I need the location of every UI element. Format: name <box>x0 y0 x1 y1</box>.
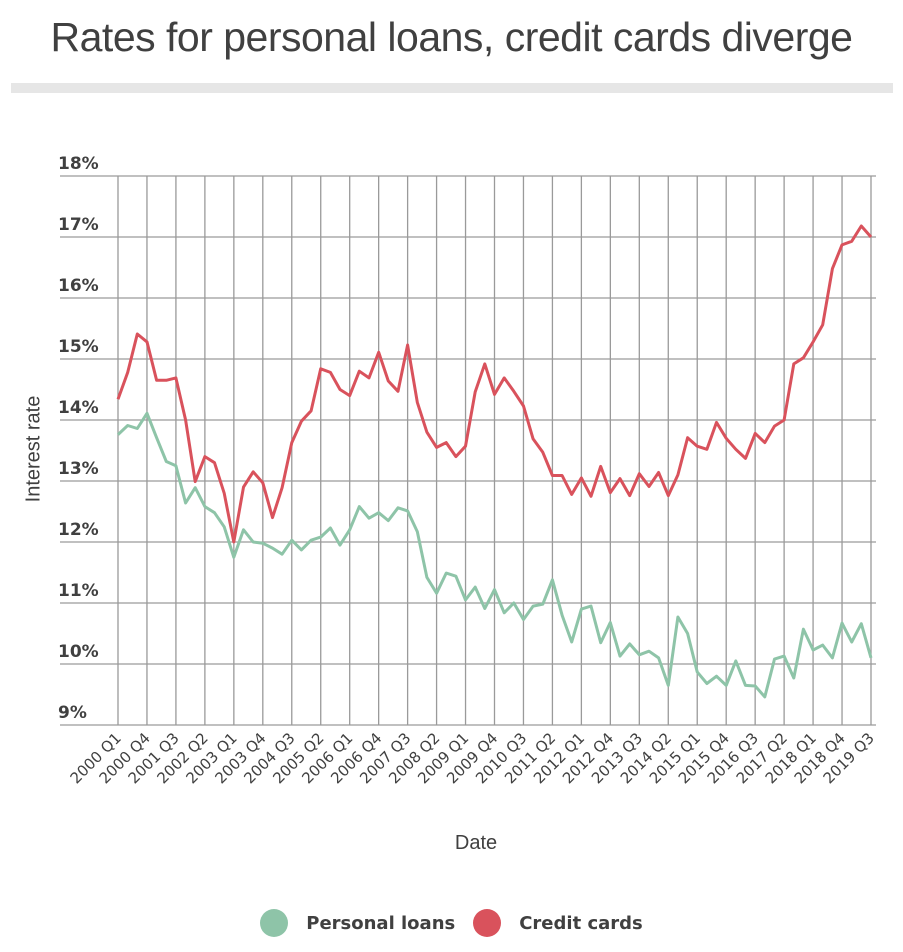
legend: Personal loans Credit cards <box>0 909 903 937</box>
y-tick-label: 13% <box>58 459 99 479</box>
chart-title: Rates for personal loans, credit cards d… <box>50 14 853 60</box>
legend-item-personal-loans[interactable]: Personal loans <box>260 909 455 937</box>
credit-cards-line <box>116 224 873 544</box>
horizontal-gridlines <box>60 175 876 726</box>
legend-item-credit-cards[interactable]: Credit cards <box>473 909 643 937</box>
legend-label: Personal loans <box>306 912 456 934</box>
x-axis-title: Date <box>455 832 497 854</box>
vertical-gridlines <box>117 176 872 725</box>
y-tick-label: 12% <box>58 520 99 540</box>
y-tick-label: 17% <box>58 215 99 235</box>
y-tick-label: 11% <box>58 581 99 601</box>
data-series <box>116 224 873 699</box>
line-chart: 9% 10% 11% 12% 13% 14% 15% 16% 17% 18% 2000 Q1200… <box>22 154 878 854</box>
personal-loans-line <box>116 411 873 699</box>
y-tick-label: 18% <box>58 154 99 174</box>
personal-loans-swatch-icon <box>260 909 289 937</box>
y-tick-label: 16% <box>58 276 99 296</box>
y-tick-label: 15% <box>58 337 99 357</box>
y-tick-label: 9% <box>58 703 87 723</box>
y-axis-ticks: 9% 10% 11% 12% 13% 14% 15% 16% 17% 18% <box>58 154 99 723</box>
title-divider <box>11 83 893 93</box>
credit-cards-swatch-icon <box>473 909 502 937</box>
y-tick-label: 10% <box>58 642 99 662</box>
y-tick-label: 14% <box>58 398 99 418</box>
y-axis-title: Interest rate <box>22 396 44 503</box>
legend-label: Credit cards <box>519 912 643 934</box>
